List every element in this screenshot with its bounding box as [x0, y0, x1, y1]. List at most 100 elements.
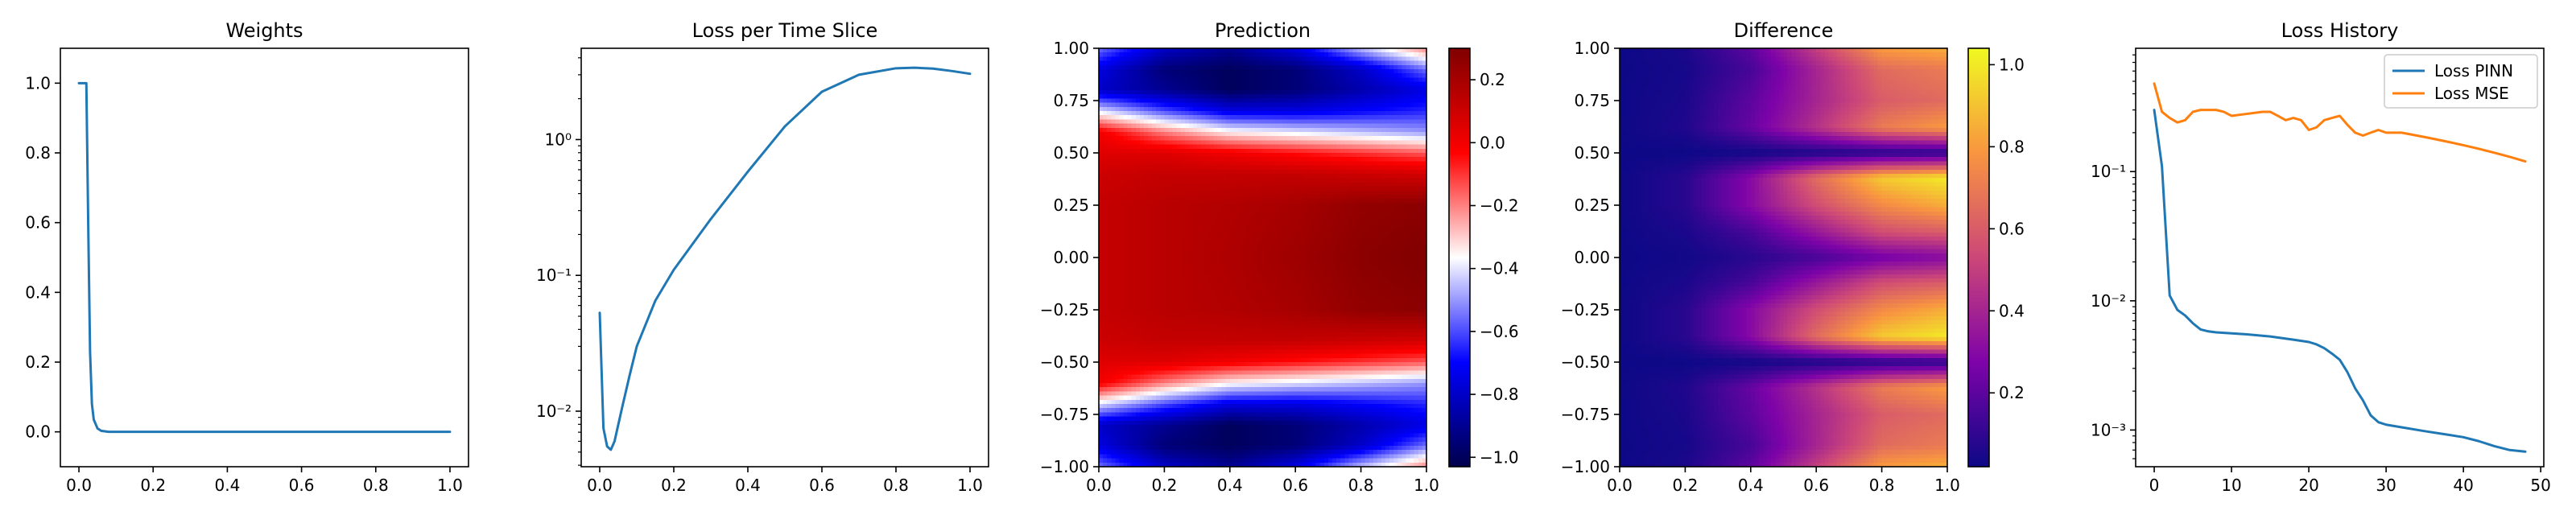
heatmap-cell	[1364, 132, 1370, 137]
heatmap-cell	[1229, 195, 1235, 200]
heatmap-cell	[1180, 48, 1186, 53]
heatmap-cell	[1278, 132, 1284, 137]
heatmap-cell	[1406, 241, 1411, 245]
heatmap-cell	[1119, 140, 1125, 146]
heatmap-cell	[1422, 169, 1427, 175]
heatmap-cell	[1385, 169, 1390, 175]
heatmap-cell	[1327, 127, 1333, 133]
heatmap-cell	[1311, 60, 1317, 66]
heatmap-cell	[1315, 136, 1321, 141]
heatmap-cell	[1352, 190, 1358, 196]
heatmap-cell	[1168, 115, 1174, 120]
heatmap-cell	[1254, 186, 1260, 192]
heatmap-cell	[1172, 169, 1178, 175]
heatmap-cell	[1229, 237, 1235, 241]
heatmap-cell	[1168, 73, 1174, 78]
heatmap-cell	[1254, 270, 1260, 275]
heatmap-cell	[1389, 111, 1394, 116]
heatmap-cell	[1237, 190, 1243, 196]
heatmap-cell	[1303, 73, 1309, 78]
heatmap-cell	[1377, 241, 1382, 245]
heatmap-cell	[1246, 286, 1251, 292]
heatmap-cell	[1422, 165, 1427, 171]
heatmap-cell	[1221, 153, 1227, 158]
heatmap-cell	[1278, 299, 1284, 304]
heatmap-cell	[1323, 295, 1329, 300]
heatmap-cell	[1237, 207, 1243, 212]
heatmap-cell	[1282, 178, 1288, 183]
heatmap-cell	[1176, 186, 1182, 192]
heatmap-cell	[1327, 232, 1333, 237]
heatmap-cell	[1160, 161, 1165, 167]
heatmap-cell	[1107, 56, 1112, 62]
heatmap-cell	[1274, 228, 1280, 233]
heatmap-cell	[1360, 52, 1366, 57]
heatmap-cell	[1344, 136, 1349, 141]
heatmap-cell	[1139, 106, 1145, 112]
heatmap-cell	[1270, 228, 1276, 233]
heatmap-cell	[1233, 290, 1239, 296]
heatmap-cell	[1348, 111, 1354, 116]
heatmap-cell	[1193, 282, 1198, 287]
heatmap-cell	[1266, 136, 1272, 141]
heatmap-cell	[1119, 299, 1125, 304]
heatmap-cell	[1217, 64, 1223, 70]
heatmap-cell	[1176, 199, 1182, 204]
heatmap-cell	[1099, 286, 1104, 292]
heatmap-cell	[1246, 203, 1251, 208]
heatmap-cell	[1152, 165, 1157, 171]
heatmap-cell	[1119, 178, 1125, 183]
heatmap-cell	[1295, 253, 1300, 258]
heatmap-cell	[1422, 245, 1427, 250]
heatmap-cell	[1352, 278, 1358, 283]
heatmap-cell	[1242, 290, 1247, 296]
heatmap-cell	[1327, 282, 1333, 287]
heatmap-cell	[1156, 290, 1161, 296]
heatmap-cell	[1193, 123, 1198, 129]
heatmap-cell	[1311, 237, 1317, 241]
heatmap-cell	[1422, 64, 1427, 70]
heatmap-cell	[1193, 140, 1198, 146]
heatmap-cell	[1221, 144, 1227, 150]
heatmap-cell	[1242, 195, 1247, 200]
heatmap-cell	[1164, 157, 1170, 162]
heatmap-cell	[1205, 282, 1210, 287]
heatmap-cell	[1197, 203, 1202, 208]
heatmap-cell	[1393, 182, 1398, 187]
heatmap-cell	[1373, 274, 1378, 279]
heatmap-cell	[1193, 290, 1198, 296]
heatmap-cell	[1406, 211, 1411, 216]
heatmap-cell	[1360, 232, 1366, 237]
heatmap-cell	[1205, 190, 1210, 196]
heatmap-cell	[1250, 258, 1255, 262]
heatmap-cell	[1168, 270, 1174, 275]
heatmap-cell	[1127, 290, 1133, 296]
heatmap-cell	[1402, 207, 1407, 212]
heatmap-cell	[1410, 48, 1415, 53]
heatmap-cell	[1160, 157, 1165, 162]
heatmap-cell	[1340, 161, 1345, 167]
x-tick-label: 0.0	[66, 476, 92, 495]
heatmap-cell	[1135, 299, 1141, 304]
heatmap-cell	[1393, 282, 1398, 287]
heatmap-cell	[1209, 98, 1215, 104]
heatmap-cell	[1303, 48, 1309, 53]
heatmap-cell	[1225, 270, 1231, 275]
heatmap-cell	[1111, 148, 1116, 154]
heatmap-cell	[1307, 295, 1313, 300]
heatmap-cell	[1373, 253, 1378, 258]
heatmap-cell	[1127, 186, 1133, 192]
heatmap-cell	[1237, 73, 1243, 78]
heatmap-cell	[1115, 199, 1121, 204]
heatmap-cell	[1278, 182, 1284, 187]
heatmap-cell	[1418, 282, 1423, 287]
heatmap-cell	[1418, 245, 1423, 250]
heatmap-cell	[1340, 127, 1345, 133]
heatmap-cell	[1397, 274, 1403, 279]
heatmap-cell	[1311, 282, 1317, 287]
heatmap-cell	[1148, 140, 1153, 146]
heatmap-cell	[1303, 144, 1309, 150]
heatmap-cell	[1131, 224, 1137, 229]
heatmap-cell	[1107, 224, 1112, 229]
heatmap-cell	[1152, 115, 1157, 120]
